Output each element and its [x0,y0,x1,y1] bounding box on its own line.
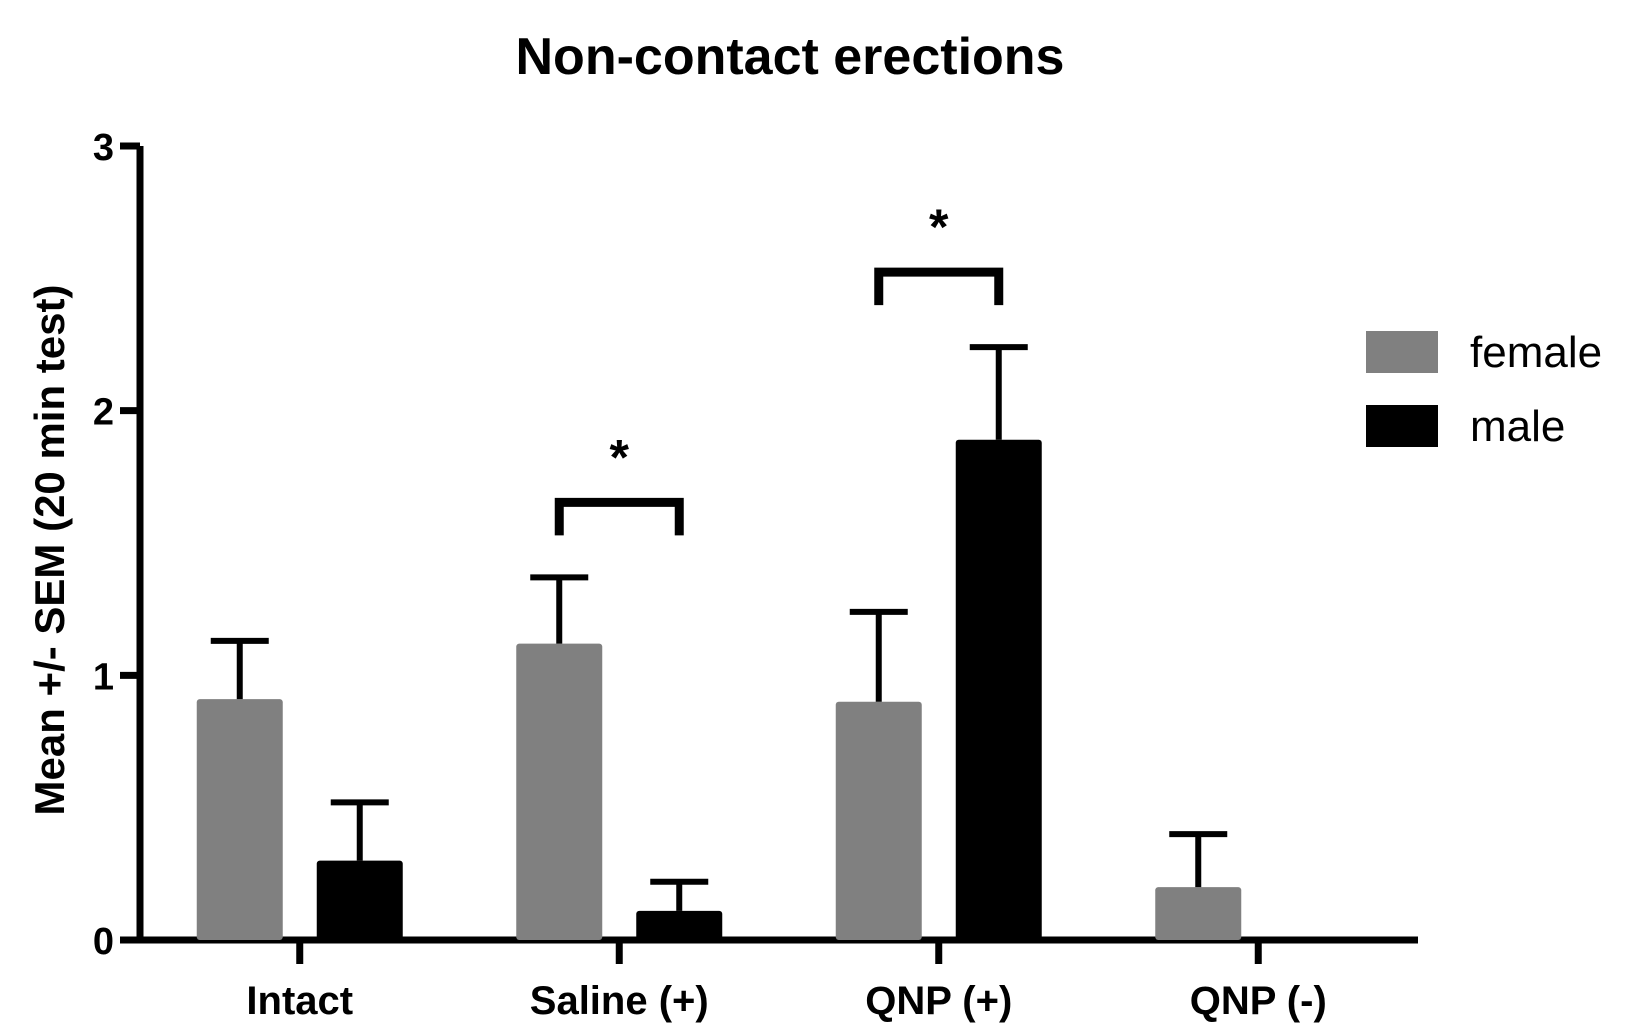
legend-swatch-female [1366,331,1438,373]
y-tick-label: 3 [93,127,114,169]
bar-male [636,910,723,940]
x-tick-label: Intact [246,979,353,1023]
chart-title: Non-contact erections [516,28,1065,86]
legend-label-female: female [1470,328,1602,377]
significance-bracket [554,497,684,536]
significance-marker: * [929,199,949,255]
x-tick-label: QNP (+) [865,979,1012,1023]
x-tick-label: Saline (+) [530,979,709,1023]
y-tick-label: 0 [93,921,114,963]
y-tick-label: 2 [93,392,114,434]
bar-male [316,860,403,940]
legend-label-male: male [1470,402,1565,451]
bars-group [196,344,1242,940]
significance-marker: * [610,429,630,485]
legend-swatch-male [1366,405,1438,447]
legend: female male [1366,328,1602,451]
x-tick-label: QNP (-) [1190,979,1327,1023]
y-axis-label: Mean +/- SEM (20 min test) [26,285,73,816]
significance-bracket [874,267,1004,306]
bar-female [1155,887,1242,940]
bar-female [196,699,283,940]
significance-group: ** [554,199,1004,536]
y-tick-label: 1 [93,656,114,698]
bar-female [835,701,922,940]
bar-male [955,439,1042,940]
bar-female [516,643,603,940]
